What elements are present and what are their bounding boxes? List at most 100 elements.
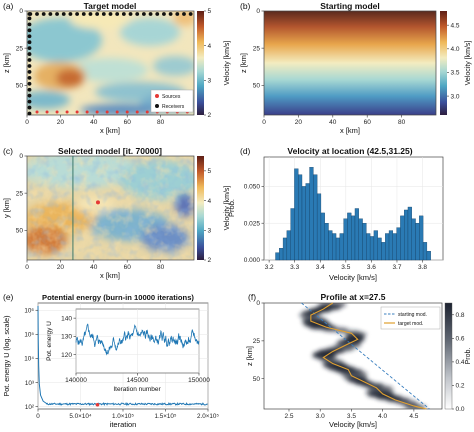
histogram-bar xyxy=(392,233,397,261)
panel-c-title: Selected model [it. 70000] xyxy=(58,146,162,156)
panel-d-xtick-label: 3.2 xyxy=(265,264,274,271)
receiver-point xyxy=(155,12,160,16)
panel-d-ytick-label: 0.000 xyxy=(244,257,261,264)
receiver-point xyxy=(188,12,193,16)
panel-d-xtick-label: 3.4 xyxy=(316,264,325,271)
receiver-point xyxy=(35,12,39,16)
panel-e-inset: 140000 145000 150000 120 130 140 Iteration nu… xyxy=(46,308,210,393)
receiver-point xyxy=(142,12,146,16)
receiver-point xyxy=(27,16,32,21)
profile-lines xyxy=(301,302,430,410)
panel-c-xtick-label: 80 xyxy=(157,264,165,271)
panel-f-colorbar-tick-label: 0.8 xyxy=(456,312,465,319)
receiver-point xyxy=(27,75,32,80)
panel-f-xtick-label: 2.5 xyxy=(284,413,293,420)
panel-d-xtick-label: 3.6 xyxy=(367,264,376,271)
panel-b-xtick-label: 0 xyxy=(262,119,266,126)
source-point xyxy=(135,110,139,114)
panel-c-colorbar-tick-label: 3 xyxy=(208,227,212,234)
histogram-bar xyxy=(298,174,303,261)
panel-c-ytick-label: 50 xyxy=(16,227,24,234)
starting-model-line xyxy=(301,302,430,410)
panel-f-title: Profile at x=27.5 xyxy=(321,292,386,302)
legend-sources-label: Sources xyxy=(162,94,181,100)
panel-f-xtick-label: 3.0 xyxy=(316,413,325,420)
panel-a-xtick-label: 40 xyxy=(90,119,98,126)
panel-e-xlabel: iteration xyxy=(110,420,137,429)
histogram-bar xyxy=(419,215,424,261)
receiver-point xyxy=(28,12,33,16)
panel-a-colorbar-tick-label: 2 xyxy=(208,112,212,119)
histogram-bar xyxy=(309,167,314,261)
panel-e-ylabel: Pot. energy U (log. scale) xyxy=(2,315,11,396)
panel-b-axes: 0 20 40 60 80 0 25 50 xyxy=(253,8,406,126)
panel-b-heatmap xyxy=(263,10,437,116)
panel-b-xtick-label: 20 xyxy=(295,119,303,126)
panel-f-ytick-label: 0 xyxy=(256,300,260,307)
panel-f-ytick-label: 25 xyxy=(253,338,261,345)
histogram-bar xyxy=(339,233,344,261)
panel-b-title: Starting model xyxy=(320,1,380,11)
panel-f-axes: 2.5 3.0 3.5 4.0 4.5 0 25 50 xyxy=(253,300,419,420)
inset-ytick-label: 120 xyxy=(61,352,72,359)
receiver-point xyxy=(148,12,153,16)
panel-c-xtick-label: 40 xyxy=(90,264,98,271)
source-point xyxy=(115,110,119,114)
receiver-point xyxy=(68,12,73,16)
histogram-bar xyxy=(301,186,306,261)
panel-a-xtick-label: 60 xyxy=(124,119,132,126)
panel-e-ytick-label: 10³ xyxy=(25,380,34,387)
histogram-bar xyxy=(328,230,333,261)
panel-f-colorbar-ticks: 0.0 0.2 0.4 0.6 0.8 xyxy=(452,312,465,413)
histogram-bar xyxy=(385,233,390,261)
receiver-point xyxy=(27,52,32,56)
panel-b: (b) Starting model 0 20 40 60 80 0 25 50 x [km]… xyxy=(239,1,472,135)
receiver-point xyxy=(128,12,133,16)
histogram-bar xyxy=(411,218,416,261)
histogram-bar xyxy=(373,230,378,261)
panel-b-label: (b) xyxy=(240,1,251,11)
panel-a: (a) Target model xyxy=(2,1,231,135)
source-point xyxy=(55,110,59,114)
histogram-bar xyxy=(332,233,337,261)
panel-c-colorbar xyxy=(197,156,204,260)
panel-b-xtick-label: 60 xyxy=(364,119,372,126)
panel-a-ytick-label: 50 xyxy=(16,82,24,89)
receiver-point xyxy=(27,64,32,68)
histogram-bar xyxy=(305,183,310,261)
panel-f: (f) Profile at x=27.5 starting mod. targ… xyxy=(245,292,472,429)
panel-c: (c) Selected model [it. 70000] 0 20 40 60 80… xyxy=(2,146,231,280)
histogram-bar xyxy=(407,206,412,261)
histogram-bar xyxy=(366,233,371,261)
panel-a-xtick-label: 80 xyxy=(157,119,165,126)
panel-d-xtick-label: 3.5 xyxy=(341,264,350,271)
panel-f-xtick-label: 4.5 xyxy=(409,413,418,420)
panel-a-xtick-label: 0 xyxy=(25,119,29,126)
source-point xyxy=(105,110,109,114)
panel-a-title: Target model xyxy=(84,1,137,11)
panel-a-colorbar-tick-label: 3 xyxy=(208,78,212,85)
panel-b-colorbar-label: Velocity [km/s] xyxy=(465,41,472,86)
panel-f-xtick-label: 4.0 xyxy=(378,413,387,420)
panel-a-colorbar xyxy=(197,11,204,115)
panel-e-xtick-label: 1.5×10⁵ xyxy=(154,413,176,420)
panel-a-colorbar-label: Velocity [km/s] xyxy=(224,41,231,86)
receiver-point xyxy=(101,12,106,16)
receiver-point xyxy=(81,12,86,16)
inset-ytick-label: 140 xyxy=(61,315,72,322)
panel-e-ytick-label: 10² xyxy=(25,404,34,411)
histogram-bar xyxy=(369,236,375,261)
panel-a-ytick-label: 0 xyxy=(19,8,23,15)
panel-e-label: (e) xyxy=(3,292,14,302)
panel-f-xlabel: Velocity [km/s] xyxy=(329,420,377,429)
histogram-bar xyxy=(294,168,299,261)
panel-a-ylabel: z [km] xyxy=(2,53,11,73)
panel-a-axes: 0 20 40 60 80 0 25 50 xyxy=(16,8,165,126)
panel-d-xtick-label: 3.3 xyxy=(290,264,299,271)
histogram-bar xyxy=(286,230,291,261)
histogram-bar xyxy=(388,230,394,261)
receiver-point xyxy=(27,58,32,62)
panel-f-colorbar-tick-label: 0.4 xyxy=(456,359,465,366)
histogram-bar xyxy=(426,250,431,261)
panel-d-label: (d) xyxy=(240,146,251,156)
